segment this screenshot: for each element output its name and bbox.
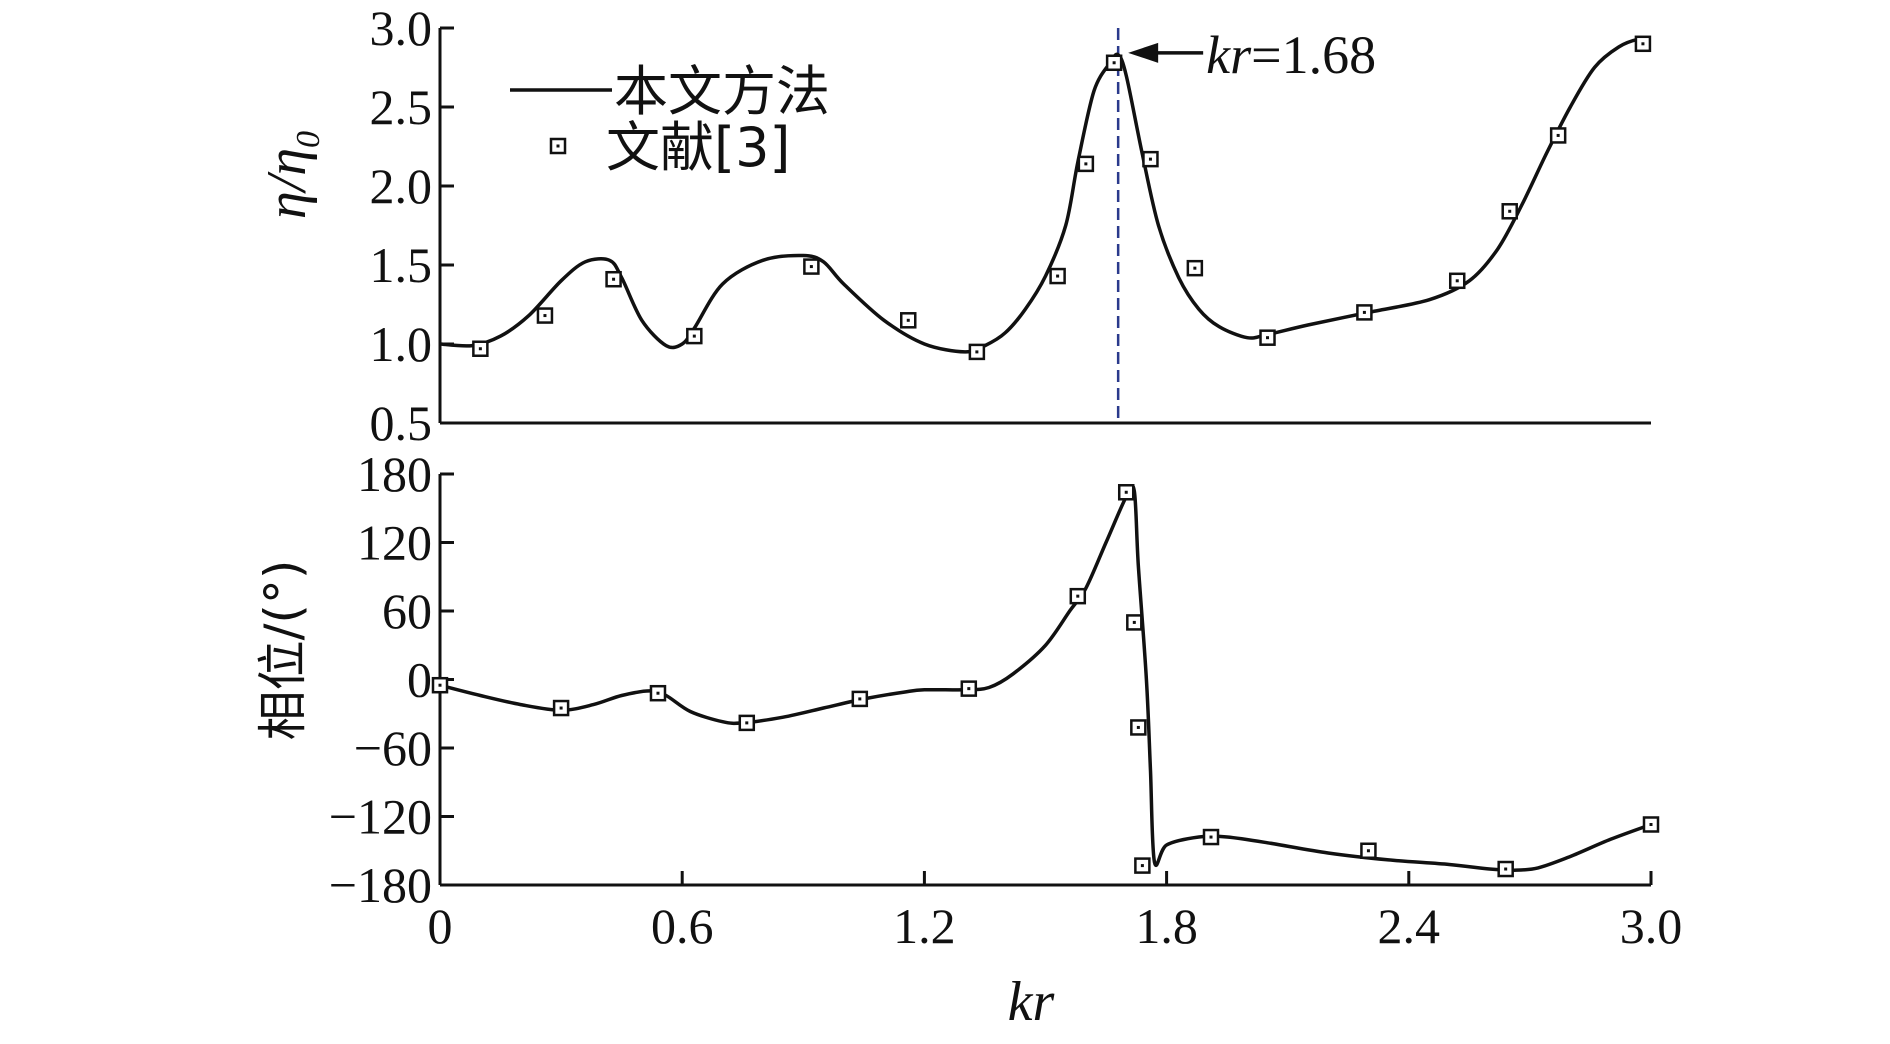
top-y-tick-labels: 0.5 1.0 1.5 2.0 2.5 3.0: [370, 0, 433, 451]
top-marker: [803, 258, 820, 275]
bottom-marker: [1130, 719, 1147, 736]
top-marker: [1259, 329, 1276, 346]
bottom-x-tick-label: 3.0: [1620, 898, 1683, 954]
bottom-x-tick-label: 2.4: [1378, 898, 1441, 954]
bottom-marker: [738, 714, 756, 732]
top-marker: [1356, 304, 1373, 321]
bottom-marker: [431, 676, 449, 694]
top-y-ticks: [440, 26, 454, 425]
bottom-x-tick-label: 0: [428, 898, 453, 954]
bottom-y-tick-label: 180: [357, 446, 432, 502]
bottom-panel: −180 −120 −60 0 60 120 180 0 0.6 1.2 1.8 2.4 3.0 相位…: [254, 446, 1682, 1033]
bottom-marker: [1202, 828, 1220, 846]
top-y-tick-label: 0.5: [370, 395, 433, 451]
top-marker: [1105, 54, 1123, 72]
top-panel: 0.51.01.52.02.53.0 η/η0 kr=1.68 本文方法 文献: [256, 0, 1652, 451]
legend-line-label: 本文方法: [614, 60, 830, 123]
bottom-series-line: [439, 484, 1652, 872]
bottom-marker: [1497, 860, 1514, 878]
bottom-marker: [1117, 484, 1135, 501]
x-axis-title: kr: [1008, 971, 1055, 1033]
peak-annotation: kr=1.68: [1128, 25, 1376, 85]
top-marker: [1186, 259, 1204, 277]
bottom-y-tick-label: 120: [357, 515, 432, 571]
legend: 本文方法 文献[3]: [510, 60, 830, 179]
top-marker: [1549, 127, 1567, 144]
top-marker: [1049, 267, 1066, 285]
bottom-marker: [851, 690, 869, 708]
top-marker: [1077, 155, 1095, 173]
top-marker: [1448, 272, 1466, 290]
bottom-y-axis-title: 相位/(°): [254, 560, 312, 741]
bottom-y-tick-labels: −180 −120 −60 0 60 120 180: [329, 446, 432, 913]
top-y-tick-label: 1.5: [370, 237, 433, 293]
bottom-y-tick-label: 60: [382, 583, 432, 639]
bottom-x-tick-label: 0.6: [651, 898, 714, 954]
bottom-y-tick-label: −120: [329, 789, 432, 845]
top-series-line: [439, 36, 1652, 354]
bottom-marker: [1069, 587, 1087, 605]
top-marker: [1142, 150, 1159, 168]
top-marker: [1634, 35, 1652, 53]
top-marker: [1501, 203, 1518, 220]
bottom-marker: [1642, 816, 1660, 833]
bottom-y-tick-label: −60: [354, 720, 432, 776]
bottom-marker: [960, 680, 978, 697]
bottom-y-tick-label: 0: [407, 652, 432, 708]
top-marker: [686, 327, 703, 345]
annotation-label: kr=1.68: [1206, 25, 1376, 85]
bottom-x-ticks: [438, 871, 1653, 885]
top-y-tick-label: 1.0: [370, 316, 433, 372]
bottom-marker: [1134, 857, 1151, 874]
top-y-axis-title: η/η0: [256, 131, 327, 219]
bottom-y-tick-label: −180: [329, 857, 432, 913]
top-marker: [605, 270, 622, 288]
top-y-tick-label: 2.5: [370, 79, 433, 135]
top-series-markers: [472, 35, 1652, 361]
bottom-x-tick-labels: 0 0.6 1.2 1.8 2.4 3.0: [428, 898, 1683, 954]
bottom-marker: [1360, 842, 1377, 859]
bottom-series-markers: [431, 484, 1660, 878]
annotation-arrow-head: [1128, 42, 1159, 63]
bottom-marker: [552, 699, 570, 717]
top-marker: [536, 307, 554, 324]
top-y-tick-label: 3.0: [370, 0, 433, 56]
bottom-marker: [1126, 614, 1143, 631]
top-marker: [900, 312, 917, 329]
bottom-marker: [649, 684, 667, 702]
legend-marker-label: 文献[3]: [606, 116, 791, 179]
legend-marker-swatch: [549, 137, 567, 155]
top-marker: [472, 340, 489, 357]
bottom-x-tick-label: 1.2: [893, 898, 956, 954]
top-y-tick-label: 2.0: [370, 158, 433, 214]
bottom-x-tick-label: 1.8: [1135, 898, 1198, 954]
top-marker: [968, 343, 986, 361]
